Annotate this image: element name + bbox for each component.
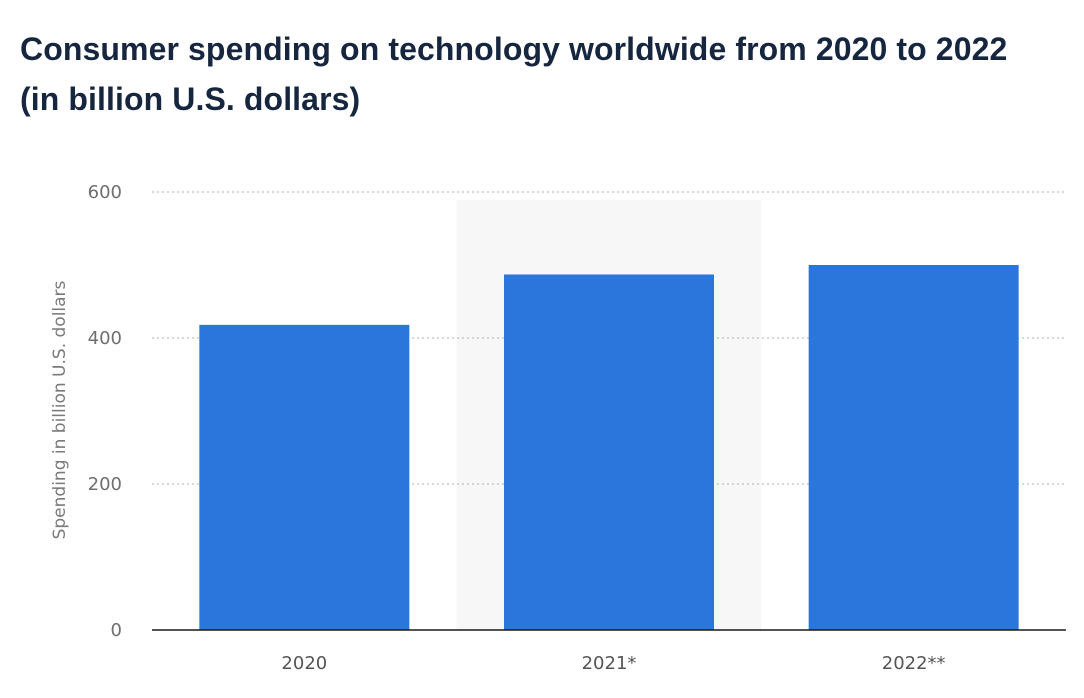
bar[interactable] [504,274,714,630]
bars [199,265,1019,630]
y-axis-title: Spending in billion U.S. dollars [50,280,70,539]
x-tick-label: 2020 [281,653,327,674]
chart-title: Consumer spending on technology worldwid… [20,24,1070,124]
bar[interactable] [808,265,1019,630]
x-tick-label: 2022** [882,653,946,674]
x-tick-label: 2021* [582,653,637,674]
y-tick-label: 0 [111,620,122,641]
bar[interactable] [199,324,410,630]
y-tick-label: 200 [88,474,122,495]
y-tick-label: 400 [88,328,122,349]
chart-title-main: Consumer spending on technology worldwid… [20,31,1008,67]
y-tick-label: 600 [88,182,122,203]
chart-subtitle: (in billion U.S. dollars) [20,81,361,117]
axes: 0 200 400 600 2020 2021* 2022** [88,182,1066,674]
